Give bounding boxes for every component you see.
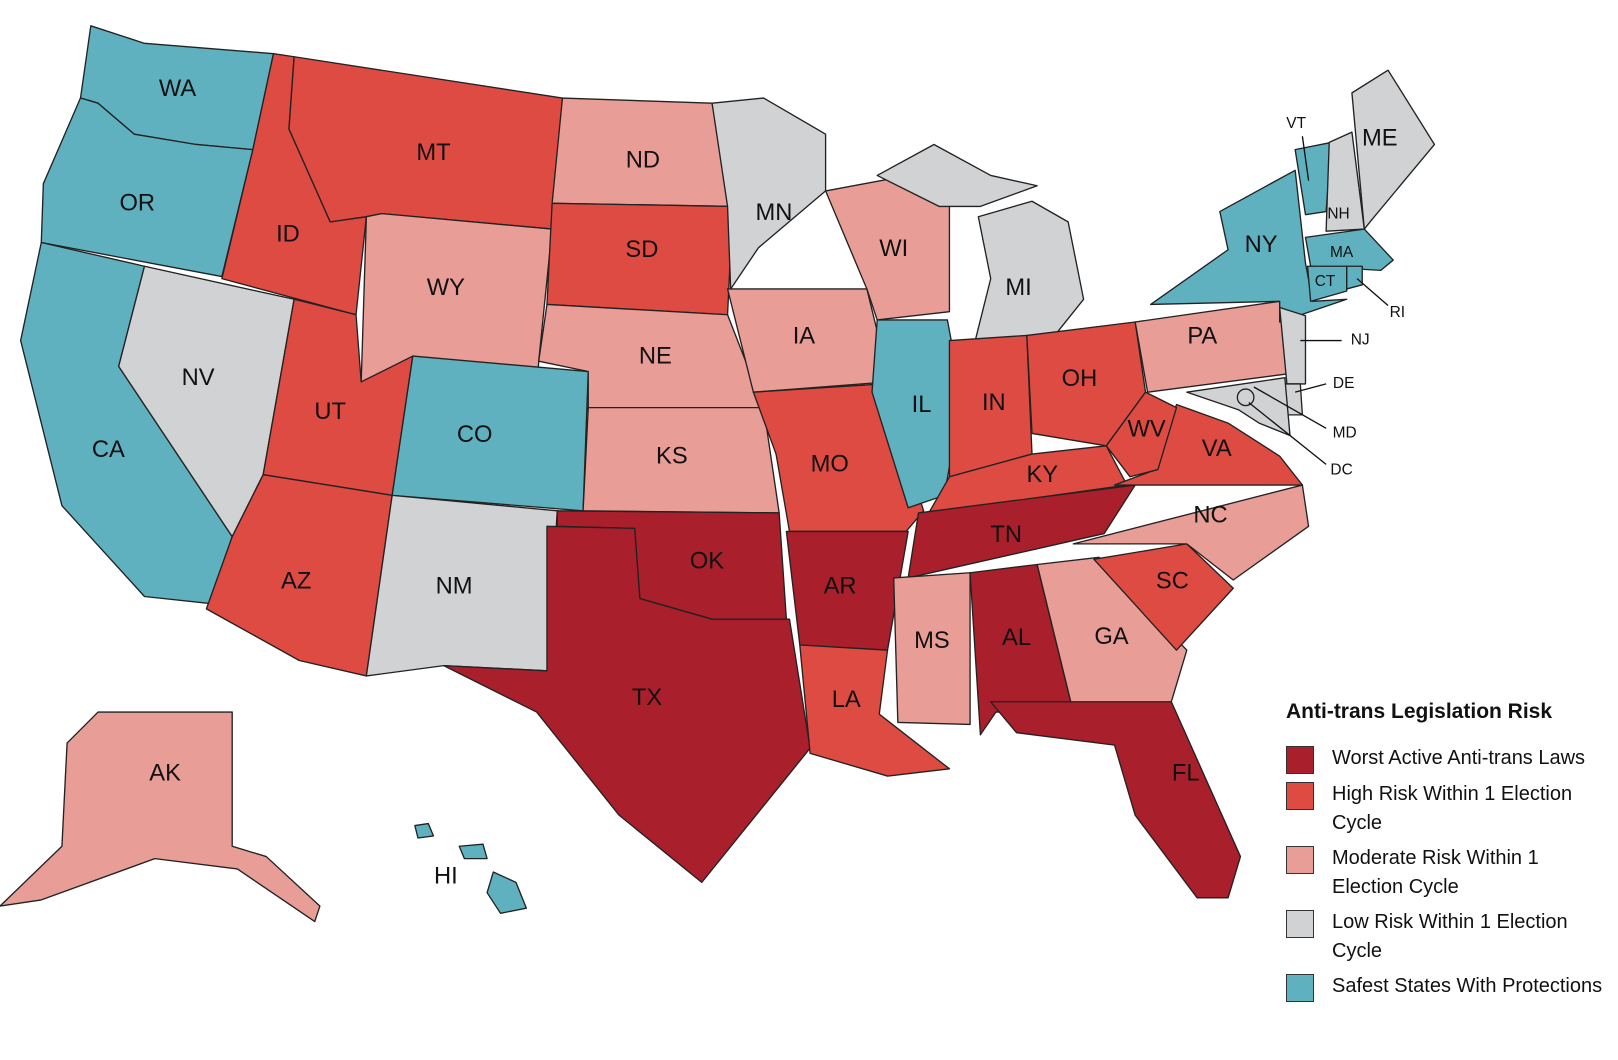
legend-swatch <box>1286 782 1314 810</box>
state-label: SD <box>625 237 658 263</box>
state-label: IN <box>982 390 1006 416</box>
legend-title: Anti-trans Legislation Risk <box>1286 700 1553 723</box>
state-mn <box>711 97 827 290</box>
state-sc <box>1093 543 1234 651</box>
state-la <box>799 644 951 777</box>
state-label: NC <box>1193 502 1227 528</box>
legend-swatch <box>1286 846 1314 874</box>
state-label: WY <box>427 275 465 301</box>
state-label: NJ <box>1351 332 1370 349</box>
legend-label: Worst Active Anti-trans Laws <box>1332 747 1586 769</box>
state-label: IL <box>912 392 932 418</box>
state-label: IA <box>793 324 816 350</box>
state-label: WV <box>1127 417 1165 443</box>
legend: Anti-trans Legislation Risk Worst Active… <box>1286 700 1611 1010</box>
state-mi <box>974 200 1085 342</box>
state-ct <box>1306 265 1348 303</box>
state-ri <box>1346 265 1363 290</box>
state-label: MT <box>416 140 450 166</box>
state-ky <box>928 445 1128 514</box>
state-label: AL <box>1002 625 1031 651</box>
legend-item: Low Risk Within 1 Election Cycle <box>1286 910 1611 966</box>
state-label: NE <box>639 343 672 369</box>
state-ma <box>1304 228 1394 272</box>
legend-items: Worst Active Anti-trans Laws High Risk Wi… <box>1286 746 1611 1002</box>
state-label: NY <box>1245 232 1278 258</box>
state-label: NH <box>1327 206 1349 223</box>
state-tn <box>907 484 1136 579</box>
state-label: CT <box>1315 273 1336 290</box>
legend-label: High Risk Within 1 Election Cycle <box>1332 783 1573 834</box>
leader-lines <box>1248 136 1389 465</box>
legend-label: Safest States With Protections <box>1332 975 1603 997</box>
state-dc <box>1236 388 1255 407</box>
state-label: WA <box>159 76 197 102</box>
state-label: ID <box>276 222 300 248</box>
state-label: MI <box>1005 275 1031 301</box>
state-vt <box>1294 141 1332 216</box>
state-nj <box>1279 306 1307 385</box>
legend-item: High Risk Within 1 Election Cycle <box>1286 782 1611 838</box>
legend-item: Safest States With Protections <box>1286 974 1611 1002</box>
state-ga <box>1036 556 1188 713</box>
state-label: FL <box>1172 760 1200 786</box>
state-mi-upper <box>876 143 1038 208</box>
state-label: DE <box>1333 375 1355 392</box>
state-label: VA <box>1202 436 1232 462</box>
state-label: AK <box>149 760 181 786</box>
legend-label: Moderate Risk Within 1 Election Cycle <box>1332 847 1539 898</box>
state-label: AZ <box>281 568 311 594</box>
state-label: MO <box>811 452 849 478</box>
state-label: NV <box>182 365 215 391</box>
state-label: MS <box>914 628 950 654</box>
state-me <box>1351 69 1436 230</box>
state-label: CA <box>92 437 125 463</box>
state-label: UT <box>314 399 346 425</box>
legend-label: Low Risk Within 1 Election Cycle <box>1332 911 1568 962</box>
state-label: MN <box>756 200 793 226</box>
state-wv <box>1105 391 1178 478</box>
state-label: TN <box>990 522 1022 548</box>
state-ak <box>0 711 321 923</box>
state-label: PA <box>1187 324 1217 350</box>
state-label: ME <box>1362 126 1398 152</box>
state-label: KS <box>656 443 688 469</box>
state-label: HI <box>434 863 458 889</box>
legend-swatch <box>1286 746 1314 774</box>
state-label: MD <box>1333 425 1357 442</box>
state-nc <box>1072 484 1310 581</box>
state-label: ND <box>626 147 660 173</box>
state-hi-islands <box>414 822 435 839</box>
state-label: OH <box>1062 366 1098 392</box>
state-label: OK <box>690 549 724 575</box>
state-fl <box>990 701 1242 899</box>
state-label: SC <box>1156 568 1189 594</box>
state-label: GA <box>1094 624 1128 650</box>
state-hi-islands <box>458 843 488 860</box>
state-label: CO <box>457 422 493 448</box>
legend-item: Moderate Risk Within 1 Election Cycle <box>1286 846 1611 902</box>
state-label: RI <box>1390 304 1405 321</box>
state-label: TX <box>632 685 662 711</box>
state-label: NM <box>436 573 473 599</box>
state-label: OR <box>119 191 155 217</box>
state-hi <box>486 871 527 914</box>
legend-swatch <box>1286 974 1314 1002</box>
state-label: WI <box>879 236 908 262</box>
state-label: LA <box>832 687 861 713</box>
legend-item: Worst Active Anti-trans Laws <box>1286 746 1611 774</box>
legend-swatch <box>1286 910 1314 938</box>
state-label: DC <box>1330 462 1352 479</box>
state-label: AR <box>824 573 857 599</box>
state-ms <box>893 572 971 726</box>
state-tx <box>443 525 811 884</box>
state-label: MA <box>1330 244 1354 261</box>
state-label: VT <box>1286 115 1306 132</box>
state-label: KY <box>1026 462 1058 488</box>
